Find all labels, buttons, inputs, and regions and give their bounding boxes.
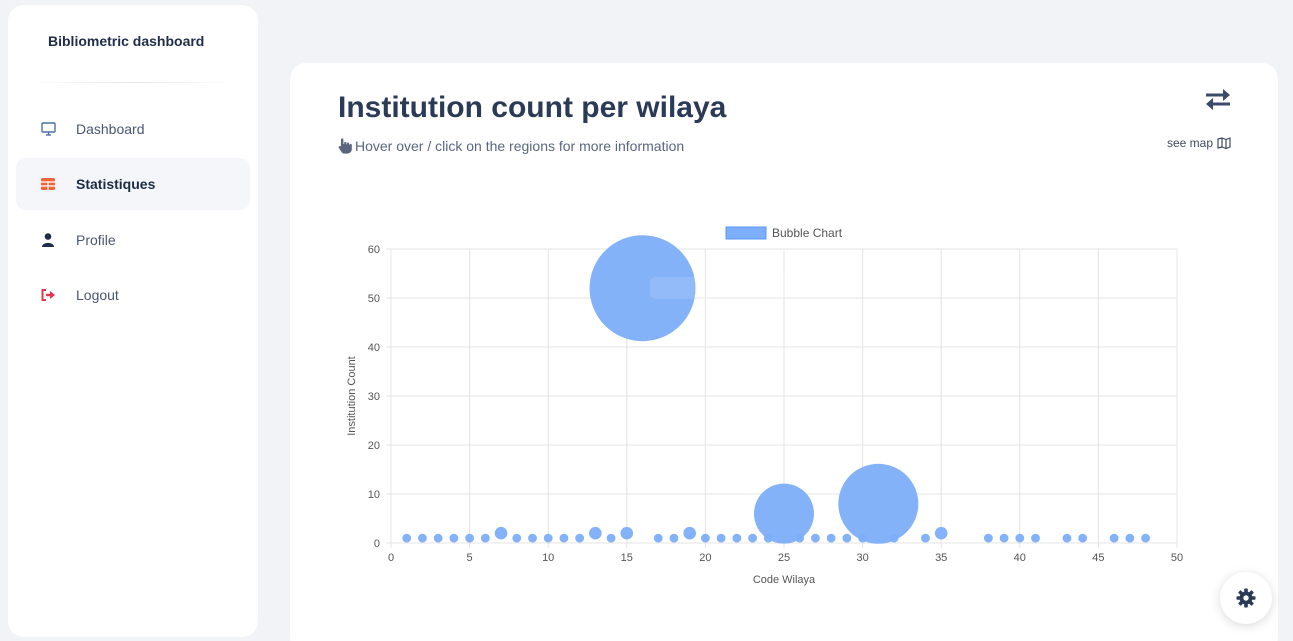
bubble-point xyxy=(465,533,474,543)
bubble-point xyxy=(559,533,569,543)
bubble-point xyxy=(842,533,852,543)
user-icon xyxy=(40,232,56,248)
see-map-link[interactable]: see map xyxy=(1167,136,1231,150)
bubble-point xyxy=(418,533,427,543)
bubble-point xyxy=(1062,533,1072,543)
bubble-point xyxy=(653,533,663,543)
x-tick-label: 50 xyxy=(1171,552,1183,564)
bubble-point xyxy=(543,533,553,543)
x-tick-label: 45 xyxy=(1092,552,1104,564)
sidebar: Bibliometric dashboard Dashboard Statist… xyxy=(8,5,258,637)
x-tick-label: 0 xyxy=(388,552,394,564)
sidebar-item-label: Logout xyxy=(76,287,119,303)
divider xyxy=(26,82,240,83)
bubble-point xyxy=(1125,533,1135,543)
x-axis-title: Code Wilaya xyxy=(753,574,816,586)
bubble-point xyxy=(575,533,585,543)
bubble-point xyxy=(934,526,948,540)
x-tick-label: 15 xyxy=(621,552,633,564)
sidebar-item-logout[interactable]: Logout xyxy=(16,269,250,321)
bubble-point xyxy=(826,533,836,543)
legend-label: Bubble Chart xyxy=(772,226,843,240)
sidebar-item-statistiques[interactable]: Statistiques xyxy=(16,158,250,210)
bubble-point xyxy=(795,533,805,543)
logout-icon xyxy=(40,287,56,303)
legend-swatch xyxy=(725,226,767,240)
bubble-point xyxy=(716,533,726,543)
sidebar-item-label: Dashboard xyxy=(76,121,145,137)
bubble-point xyxy=(811,533,820,543)
x-tick-label: 40 xyxy=(1014,552,1026,564)
exchange-arrows-icon xyxy=(1206,89,1230,110)
bubble-point xyxy=(1015,533,1025,543)
bubble-point xyxy=(512,533,522,543)
bubble-point xyxy=(480,533,490,543)
tooltip-ghost xyxy=(650,277,791,299)
bubble-point xyxy=(921,533,930,543)
monitor-icon xyxy=(40,121,56,137)
x-tick-label: 5 xyxy=(467,552,473,564)
swap-view-button[interactable] xyxy=(1204,87,1232,111)
sidebar-item-label: Profile xyxy=(76,232,116,248)
bubble-point xyxy=(1078,533,1088,543)
y-tick-label: 60 xyxy=(368,244,380,256)
bubble-point xyxy=(669,533,679,543)
bubble-point xyxy=(983,533,993,543)
y-tick-label: 10 xyxy=(368,489,380,501)
hint-label: Hover over / click on the regions for mo… xyxy=(355,138,685,154)
bubble-point xyxy=(683,526,696,540)
see-map-label: see map xyxy=(1167,136,1214,150)
y-tick-label: 30 xyxy=(368,391,380,403)
bubble-point xyxy=(754,483,814,544)
brand-title: Bibliometric dashboard xyxy=(48,33,205,49)
y-axis-title: Institution Count xyxy=(346,356,358,436)
bubble-point xyxy=(589,235,696,342)
y-tick-label: 20 xyxy=(368,440,380,452)
y-tick-label: 0 xyxy=(374,538,380,550)
x-tick-label: 10 xyxy=(542,552,554,564)
bubble-point xyxy=(1109,533,1119,543)
bubble-point xyxy=(748,533,757,543)
bubble-point xyxy=(1031,533,1040,543)
page-title: Institution count per wilaya xyxy=(338,91,727,124)
bubble-point xyxy=(494,526,508,540)
sidebar-item-label: Statistiques xyxy=(76,176,156,192)
bubble-point xyxy=(999,533,1009,543)
bubble-point xyxy=(838,463,919,544)
bubble-point xyxy=(606,533,616,543)
sidebar-item-profile[interactable]: Profile xyxy=(16,214,250,266)
bubble-point xyxy=(589,526,602,540)
bubble-point xyxy=(528,533,537,543)
bubble-point xyxy=(732,533,742,543)
settings-button[interactable] xyxy=(1220,572,1272,624)
bubble-chart[interactable]: 0 5 10 15 20 25 30 35 40 45 50 0 10 20 30 40 50 60 Code Wi… xyxy=(340,220,1200,595)
bubble-point xyxy=(449,533,459,543)
hint-text: Hover over / click on the regions for mo… xyxy=(338,138,684,154)
gear-icon xyxy=(1236,588,1256,608)
bubble-point xyxy=(889,533,899,543)
bubble-point xyxy=(402,533,412,543)
sidebar-item-dashboard[interactable]: Dashboard xyxy=(16,103,250,155)
bubble-point xyxy=(433,533,443,543)
x-tick-label: 20 xyxy=(699,552,711,564)
map-icon xyxy=(1217,137,1231,149)
x-tick-label: 35 xyxy=(935,552,947,564)
pointer-hand-icon xyxy=(338,138,352,154)
y-tick-label: 50 xyxy=(368,293,380,305)
chart-svg: 0 5 10 15 20 25 30 35 40 45 50 0 10 20 30 40 50 60 Code Wi… xyxy=(346,226,1183,586)
bubble-point xyxy=(701,533,710,543)
x-tick-label: 25 xyxy=(778,552,790,564)
y-tick-label: 40 xyxy=(368,342,380,354)
bubble-point xyxy=(620,526,634,540)
bubble-point xyxy=(1141,533,1150,543)
x-tick-label: 30 xyxy=(856,552,868,564)
table-icon xyxy=(40,176,56,192)
